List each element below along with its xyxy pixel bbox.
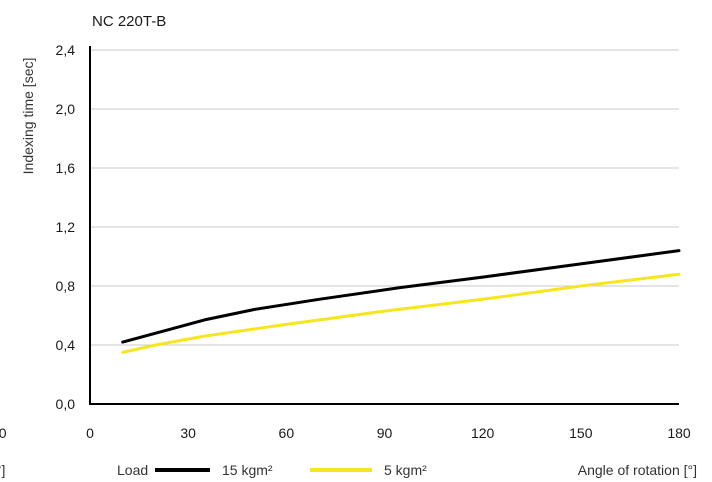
clipped-axis-label: [°]	[0, 462, 5, 478]
series-line-15-kgm2	[121, 249, 681, 344]
y-tick-label: 0,4	[56, 337, 76, 353]
y-tick-label: 0,0	[56, 396, 76, 412]
x-tick-label: 150	[569, 425, 593, 441]
grid	[90, 49, 679, 346]
x-tick-label: 180	[667, 425, 691, 441]
series-line-5-kgm2	[121, 272, 681, 354]
y-axis-label-group: Indexing time [sec]	[20, 58, 36, 175]
chart-title: NC 220T-B	[92, 13, 166, 30]
x-tick-label: 60	[279, 425, 295, 441]
series-lines	[121, 249, 681, 354]
y-tick-label: 0,8	[56, 278, 76, 294]
legend-entry-5: 5 kgm²	[384, 462, 427, 478]
y-tick-label: 1,6	[56, 160, 76, 176]
x-tick-label: 30	[180, 425, 196, 441]
x-tick-label: 0	[86, 425, 94, 441]
y-tick-label: 2,0	[56, 101, 76, 117]
y-tick-label: 1,2	[56, 219, 76, 235]
y-tick-label: 2,4	[56, 42, 76, 58]
x-tick-labels: 0 30 60 90 120 150 180	[86, 425, 691, 441]
y-axis-label: Indexing time [sec]	[20, 58, 36, 175]
legend-title: Load	[117, 462, 148, 478]
y-tick-labels: 0,0 0,4 0,8 1,2 1,6 2,0 2,4	[56, 42, 76, 412]
x-axis-label: Angle of rotation [°]	[578, 462, 697, 478]
x-tick-label: 120	[471, 425, 495, 441]
x-tick-label: 90	[377, 425, 393, 441]
clipped-x-tick-label: 30	[0, 425, 7, 441]
legend-entry-15: 15 kgm²	[222, 462, 273, 478]
